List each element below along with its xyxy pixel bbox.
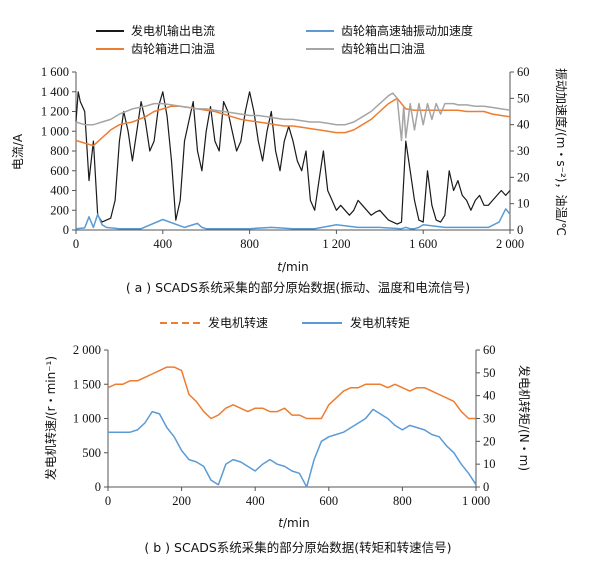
chart-a-xlabel-var: t (277, 260, 283, 274)
legend-label-speed: 发电机转速 (208, 315, 268, 330)
chart-a-ytick-left-label: 800 (50, 144, 69, 158)
chart-a-ytick-left-label: 1 600 (41, 65, 69, 79)
chart-a-xtick-label: 1 600 (409, 237, 437, 251)
chart-b-ytick-left-label: 1 500 (73, 377, 101, 391)
chart-b-xtick-label: 400 (246, 494, 265, 508)
chart-a-series-line-0 (75, 91, 511, 225)
chart-b-xlabel-unit: /min (283, 516, 310, 530)
chart-a-ytick-left-label: 1 200 (41, 105, 69, 119)
chart-a-ytick-right-label: 30 (517, 144, 530, 158)
chart-b-ylabel-right: 发电机转矩/(N・m) (517, 365, 532, 471)
chart-b-xtick-label: 1 000 (462, 494, 490, 508)
chart-a-xtick-label: 400 (153, 237, 172, 251)
chart-a-ytick-right-label: 60 (517, 65, 530, 79)
chart-b-xtick-label: 0 (105, 494, 111, 508)
chart-b-xlabel-var: t (278, 516, 284, 530)
chart-a-ytick-left-label: 400 (50, 184, 69, 198)
chart-a-ytick-left-label: 1 000 (41, 124, 69, 138)
chart-b-series-line-1 (108, 408, 477, 488)
chart-a-ytick-right-label: 20 (517, 170, 530, 184)
legend-label-inlet-temp: 齿轮箱进口油温 (131, 41, 215, 56)
chart-a-xtick-label: 800 (240, 237, 259, 251)
chart-a-xtick-label: 1 200 (322, 237, 350, 251)
chart-a-ytick-left-label: 0 (63, 223, 69, 237)
chart-a-ytick-left-label: 1 400 (41, 85, 69, 99)
chart-a-xtick-label: 0 (73, 237, 79, 251)
chart-b-ytick-left-label: 1 000 (73, 412, 101, 426)
chart-a-ytick-right-label: 40 (517, 118, 530, 132)
chart-b-ytick-right-label: 40 (483, 389, 496, 403)
chart-a-legend: 发电机输出电流 齿轮箱高速轴振动加速度 齿轮箱进口油温 齿轮箱出口油温 (96, 23, 473, 56)
chart-b-ytick-right-label: 30 (483, 412, 496, 426)
chart-b-xtick-label: 800 (393, 494, 412, 508)
chart-a-caption: ( a ) SCADS系统采集的部分原始数据(振动、温度和电流信号) (126, 280, 470, 295)
chart-b-xtick-label: 200 (172, 494, 191, 508)
chart-a: 发电机输出电流 齿轮箱高速轴振动加速度 齿轮箱进口油温 齿轮箱出口油温 0 400… (11, 23, 569, 295)
chart-a-series-line-1 (75, 208, 511, 230)
legend-label-current: 发电机输出电流 (131, 23, 215, 38)
chart-a-ytick-right-label: 10 (517, 197, 530, 211)
chart-a-series (75, 91, 511, 230)
chart-b-series-line-0 (107, 366, 476, 420)
chart-b-ytick-left-label: 0 (95, 480, 101, 494)
chart-a-series-line-3 (75, 92, 511, 142)
chart-b-xlabel: t/min (278, 516, 309, 530)
chart-b-ylabel-left: 发电机转速/(r・min⁻¹) (43, 356, 58, 480)
chart-b-caption: ( b ) SCADS系统采集的部分原始数据(转矩和转速信号) (144, 540, 451, 555)
chart-a-ylabel-left: 电流/A (11, 133, 25, 170)
chart-b-ytick-right-label: 20 (483, 434, 496, 448)
chart-a-xtick-label: 2 000 (496, 237, 524, 251)
chart-a-xlabel: t/min (277, 260, 308, 274)
chart-b-series (107, 366, 477, 488)
chart-b-ytick-right-label: 60 (483, 343, 496, 357)
chart-a-ytick-right-label: 50 (517, 91, 530, 105)
chart-a-ytick-left-label: 200 (50, 203, 69, 217)
chart-b-ytick-right-label: 50 (483, 366, 496, 380)
chart-a-ytick-left-label: 600 (50, 164, 69, 178)
chart-b-ytick-left-label: 2 000 (73, 343, 101, 357)
chart-a-ytick-right-label: 0 (517, 223, 523, 237)
chart-b-legend: 发电机转速 发电机转矩 (160, 315, 410, 330)
legend-label-torque: 发电机转矩 (350, 315, 410, 330)
chart-b-ytick-left-label: 500 (82, 446, 101, 460)
chart-b-xtick-label: 600 (319, 494, 338, 508)
legend-label-outlet-temp: 齿轮箱出口油温 (341, 41, 425, 56)
chart-a-ylabel-right: 振动加速度/(m・s⁻²)，油温/℃ (554, 68, 569, 236)
chart-a-xlabel-unit: /min (282, 260, 309, 274)
chart-b-ytick-right-label: 0 (483, 480, 489, 494)
chart-b-ytick-right-label: 10 (483, 457, 496, 471)
legend-label-vibration: 齿轮箱高速轴振动加速度 (341, 23, 473, 38)
